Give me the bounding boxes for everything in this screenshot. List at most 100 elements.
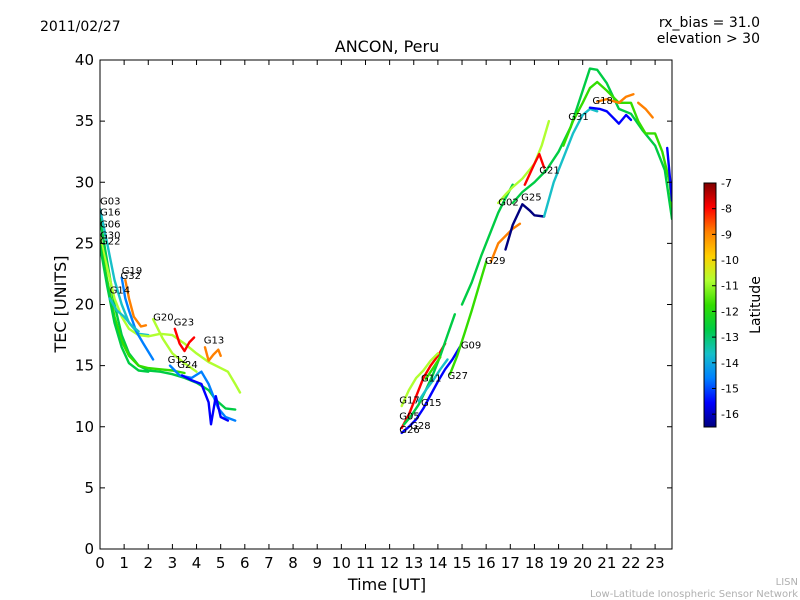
x-axis-label: Time [UT]: [347, 575, 426, 594]
colorbar-tick-label: -12: [721, 305, 739, 318]
series-line-g06: [100, 236, 242, 394]
series-line-g14: [108, 297, 140, 333]
satellite-label-g20: G20: [153, 312, 173, 323]
series-line-g26: [400, 346, 461, 435]
satellite-label-g22: G22: [100, 237, 120, 248]
colorbar-tick-label: -8: [721, 203, 732, 216]
date-label: 2011/02/27: [40, 19, 121, 35]
series-line-g18: [562, 80, 672, 208]
series-line-g25: [511, 67, 672, 221]
series-line-s35: [588, 106, 633, 125]
satellite-label-g27: G27: [448, 371, 468, 382]
satellite-label-g03: G03: [100, 196, 120, 207]
satellite-label-g12: G12: [168, 355, 188, 366]
series-line-g07: [504, 203, 546, 251]
x-tick-label: 23: [646, 554, 665, 572]
x-tick-label: 12: [380, 554, 399, 572]
x-tick-label: 6: [240, 554, 250, 572]
colorbar-label: Latitude: [748, 276, 764, 334]
series-line-g23: [173, 327, 196, 353]
y-tick-label: 35: [75, 112, 94, 130]
colorbar-ticks: -7 -8 -9 -10 -11 -12 -13 -14 -15 -16: [712, 177, 739, 421]
satellite-label-g23: G23: [174, 317, 194, 328]
satellite-label-g14: G14: [110, 285, 130, 296]
x-tick-label: 5: [216, 554, 226, 572]
satellite-label-g30: G30: [100, 230, 120, 241]
x-tick-label: 17: [501, 554, 520, 572]
satellite-label-g09: G09: [461, 341, 481, 352]
series-line-s34: [637, 101, 654, 119]
satellite-label-g17: G17: [399, 396, 419, 407]
x-tick-label: 0: [95, 554, 105, 572]
colorbar: [703, 182, 717, 428]
satellite-label-g18: G18: [592, 96, 612, 107]
satellite-label-g06: G06: [100, 219, 120, 230]
footer-network: Low-Latitude Ionospheric Sensor Network: [590, 589, 798, 600]
satellite-label-g16: G16: [100, 207, 120, 218]
series-line-g20: [151, 318, 198, 373]
plot-area: [100, 60, 672, 549]
series-line-g19: [120, 276, 155, 361]
colorbar-tick-label: -16: [721, 408, 739, 421]
x-tick-label: 22: [621, 554, 640, 572]
series-line-g05: [400, 342, 447, 430]
footer-lisn: LISN: [776, 577, 798, 588]
satellite-label-g29: G29: [485, 256, 505, 267]
x-tick-label: 16: [477, 554, 496, 572]
x-tick-label: 1: [119, 554, 129, 572]
satellite-label-g13: G13: [204, 336, 224, 347]
x-tick-label: 7: [264, 554, 274, 572]
series-line-g15: [417, 358, 449, 403]
series-line-g24: [180, 374, 230, 426]
x-tick-label: 11: [356, 554, 375, 572]
series-line-g17: [400, 352, 440, 408]
series-line-s33: [596, 92, 635, 105]
satellite-label-g19: G19: [122, 266, 142, 277]
x-tick-label: 19: [549, 554, 568, 572]
x-tick-label: 13: [404, 554, 423, 572]
series-layer: [100, 67, 672, 435]
series-line-g13: [203, 346, 222, 362]
satellite-label-g05: G05: [399, 411, 419, 422]
satellite-label-g25: G25: [521, 193, 541, 204]
x-tick-label: 4: [192, 554, 202, 572]
satellite-label-g32: G32: [121, 271, 141, 282]
elevation-label: elevation > 30: [657, 31, 760, 47]
series-line-s36: [666, 146, 672, 202]
colorbar-tick-label: -10: [721, 254, 739, 267]
chart-title: ANCON, Peru: [335, 37, 439, 56]
y-axis-label: TEC [UNITS]: [51, 256, 70, 354]
satellite-label-g24: G24: [177, 360, 197, 371]
x-tick-label: 18: [525, 554, 544, 572]
satellite-label-g31: G31: [568, 112, 588, 123]
y-tick-label: 40: [75, 51, 94, 69]
series-line-g02: [497, 119, 551, 205]
satellite-label-g15: G15: [421, 398, 441, 409]
satellite-label-g26: G26: [399, 425, 419, 436]
x-tick-label: 3: [168, 554, 178, 572]
colorbar-tick-label: -15: [721, 382, 739, 395]
y-tick-label: 0: [84, 540, 94, 558]
y-tick-label: 15: [75, 357, 94, 375]
y-axis: 0 5 10 15 20 25 30 35 40: [75, 51, 672, 558]
series-line-g21: [523, 152, 546, 186]
x-tick-label: 15: [452, 554, 471, 572]
rx-bias-label: rx_bias = 31.0: [659, 15, 760, 31]
satellite-label-g02: G02: [498, 197, 518, 208]
y-tick-label: 25: [75, 234, 94, 252]
x-axis: 0 1 2 3 4 5 6 7 8 9 10 11 12 13 14 15 16 17 18 19 20 21 22 23: [95, 60, 665, 572]
series-line-g09: [460, 183, 514, 306]
series-line-g22: [100, 244, 150, 373]
satellite-label-g11: G11: [421, 374, 441, 385]
colorbar-tick-label: -14: [721, 357, 739, 370]
y-tick-label: 5: [84, 479, 94, 497]
y-tick-label: 10: [75, 418, 94, 436]
colorbar-tick-label: -9: [721, 228, 732, 241]
x-tick-label: 20: [573, 554, 592, 572]
x-tick-label: 8: [288, 554, 298, 572]
series-line-g11: [424, 355, 442, 381]
colorbar-tick-label: -13: [721, 331, 739, 344]
y-tick-label: 20: [75, 296, 94, 314]
